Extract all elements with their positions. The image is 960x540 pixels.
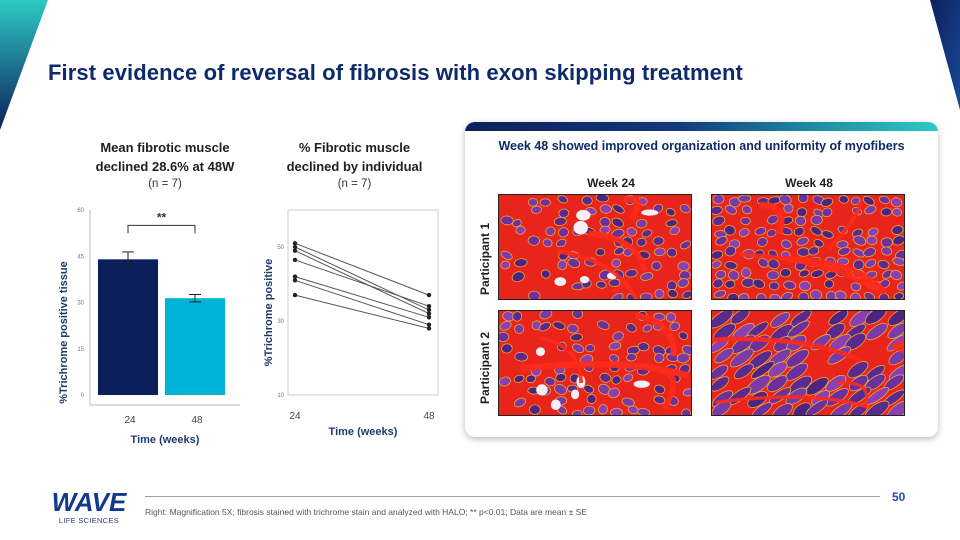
- point-week24-4: [292, 257, 298, 263]
- point-week48-4: [426, 304, 432, 309]
- series-line-5: [294, 276, 430, 318]
- row-label-participant2: Participant 2: [478, 331, 492, 405]
- y-axis-title: %Trichrome positive tissue: [58, 261, 70, 403]
- histology-image-p2-week48: [711, 310, 905, 416]
- histology-image-p1-week24: [498, 194, 692, 300]
- column-label-week24: Week 24: [587, 176, 635, 190]
- y-tick-label: 45: [77, 254, 84, 260]
- y-tick-label: 15: [77, 347, 84, 353]
- x-tick-label: 24: [289, 411, 301, 422]
- histology-image-p2-week24: [498, 310, 692, 416]
- point-week24-1: [292, 241, 298, 246]
- logo-wordmark: WAVE: [52, 488, 127, 516]
- point-week48-3: [426, 311, 432, 316]
- left-panel-title: Mean fibrotic muscle declined 28.6% at 4…: [70, 138, 260, 176]
- point-week24-3: [292, 248, 298, 253]
- point-week48-7: [426, 326, 432, 331]
- point-week48-2: [426, 307, 432, 313]
- corner-accent-left: [0, 0, 48, 130]
- point-week48-6: [426, 322, 432, 327]
- middle-panel-title-line2: declined by individual: [286, 159, 423, 174]
- plot-frame: [287, 209, 439, 396]
- histology-panel: Week 48 showed improved organization and…: [465, 122, 938, 437]
- y-tick-label: 60: [77, 208, 84, 214]
- bar-chart: 0 15 30 45 60 24 48 ** Time (weeks) %Trichrome po…: [58, 208, 240, 446]
- point-week24-2: [292, 244, 298, 250]
- row-label-participant1: Participant 1: [478, 222, 492, 296]
- significance-bracket: [127, 224, 196, 234]
- x-tick-label: 48: [191, 415, 203, 426]
- series-line-3: [294, 250, 430, 315]
- point-week24-7: [292, 292, 298, 298]
- middle-panel-n: (n = 7): [337, 178, 372, 190]
- bar-week48: [165, 298, 225, 395]
- page-number: 50: [892, 490, 906, 504]
- series-line-6: [294, 279, 430, 326]
- series-line-1: [294, 242, 430, 296]
- logo-subtext: LIFE SCIENCES: [58, 516, 120, 525]
- x-axis-title: Time (weeks): [329, 426, 398, 438]
- y-tick-label: 50: [277, 245, 284, 251]
- series-line-2: [294, 246, 430, 311]
- footer-divider: [145, 496, 880, 497]
- middle-panel-title-line1: % Fibrotic muscle: [298, 140, 411, 155]
- slide-title: First evidence of reversal of fibrosis w…: [48, 60, 743, 85]
- left-panel-title-line2: declined 28.6% at 48W: [95, 159, 235, 174]
- histology-header-bar: [465, 122, 938, 131]
- bar-week24: [98, 259, 158, 395]
- corner-accent-right: [930, 0, 960, 110]
- y-tick-label: 0: [81, 393, 85, 399]
- x-tick-label: 24: [124, 415, 136, 426]
- middle-panel-title: % Fibrotic muscle declined by individual: [262, 138, 447, 176]
- x-axis-title: Time (weeks): [131, 434, 200, 446]
- series-line-4: [294, 259, 430, 307]
- histology-image-p1-week48: [711, 194, 905, 300]
- point-week48-5: [426, 315, 432, 320]
- point-week48-1: [426, 292, 432, 298]
- y-tick-label: 30: [277, 319, 284, 325]
- x-tick-label: 48: [423, 411, 435, 422]
- point-week24-5: [292, 274, 298, 279]
- significance-label: **: [157, 210, 167, 224]
- y-tick-label: 30: [77, 301, 84, 307]
- histology-heading: Week 48 showed improved organization and…: [498, 139, 905, 153]
- series-line-7: [294, 294, 430, 329]
- footnote: Right: Magnification 5X; fibrosis staine…: [145, 507, 587, 517]
- line-chart: 10 30 50 24 48 Time (weeks) %Trichrome positiv…: [263, 209, 439, 438]
- column-label-week48: Week 48: [785, 176, 833, 190]
- wave-logo: WAVE LIFE SCIENCES: [48, 487, 138, 530]
- y-axis-title: %Trichrome positive: [263, 259, 275, 367]
- point-week24-6: [292, 278, 298, 283]
- y-tick-label: 10: [277, 393, 284, 399]
- left-panel-n: (n = 7): [148, 178, 182, 190]
- left-panel-title-line1: Mean fibrotic muscle: [100, 140, 230, 155]
